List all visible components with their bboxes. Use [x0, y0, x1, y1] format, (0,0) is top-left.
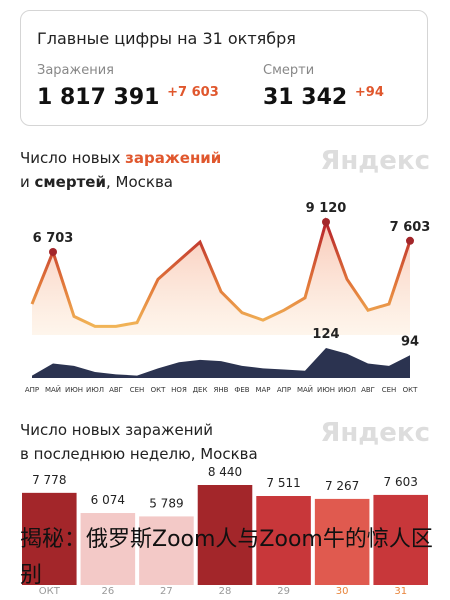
- value-label: 6 074: [91, 493, 125, 507]
- x-tick-label: 27: [160, 586, 173, 597]
- x-tick-label: ЯНВ: [214, 386, 229, 394]
- title-part: Число новых: [20, 149, 121, 167]
- value-label: 7 603: [384, 475, 418, 489]
- x-tick-label: 31: [394, 586, 407, 597]
- x-tick-label: АВГ: [361, 386, 375, 394]
- x-tick-label: ИЮЛ: [338, 386, 356, 394]
- value-label: 8 440: [208, 465, 242, 479]
- x-tick-label: АПР: [277, 386, 291, 394]
- cases-total-value: 1 817 391: [37, 85, 160, 110]
- bar: [22, 492, 77, 585]
- title-part: заражений: [125, 149, 222, 167]
- x-tick-label: ИЮН: [65, 386, 83, 394]
- x-tick-label: АВГ: [109, 386, 123, 394]
- title-part: и: [20, 173, 30, 191]
- x-tick-label: 29: [277, 586, 290, 597]
- logo: Яндекс: [320, 146, 430, 176]
- x-tick-label: МАЙ: [45, 385, 61, 394]
- area: [32, 348, 410, 378]
- value-label: 7 603: [390, 220, 431, 235]
- x-tick-label: ИЮЛ: [86, 386, 104, 394]
- x-tick-label: ДЕК: [193, 386, 208, 394]
- cases-delta: +7 603: [167, 85, 219, 100]
- title-part: смертей: [34, 173, 106, 191]
- deaths-total-value: 31 342: [263, 85, 348, 110]
- bar: [139, 516, 194, 585]
- peak-dot: [322, 218, 330, 226]
- summary-card: Главные цифры на 31 октября Заражения 1 …: [20, 10, 428, 126]
- x-tick-label: АПР: [25, 386, 39, 394]
- line: [30, 217, 412, 328]
- bar: [373, 494, 428, 585]
- value-label: 7 778: [32, 473, 66, 487]
- x-tick-label: СЕН: [130, 386, 145, 394]
- logo: Яндекс: [320, 418, 430, 448]
- peak-dot: [49, 247, 57, 256]
- overlay-caption: 揭秘：俄罗斯Zoom人与Zoom牛的惊人区别: [20, 527, 433, 588]
- card-title: Главные цифры на 31 октября: [37, 29, 296, 48]
- x-tick-label: ИЮН: [317, 386, 335, 394]
- deaths-total: 31 342 +94: [263, 85, 384, 110]
- deaths-label: Смерти: [263, 63, 315, 78]
- value-label: 94: [401, 334, 419, 349]
- chart-title: Число новых заражений и смертей, Москва: [20, 146, 221, 194]
- bar: [314, 498, 370, 585]
- cases-label: Заражения: [37, 63, 114, 78]
- x-tick-label: 28: [219, 586, 232, 597]
- value-label: 7 267: [325, 479, 359, 493]
- peak-dot: [406, 236, 414, 245]
- x-tick-label: МАЙ: [297, 385, 313, 394]
- x-tick-label: ОКТ: [39, 586, 61, 597]
- chart-title: Число новых заражений в последнюю неделю…: [20, 418, 258, 466]
- x-tick-label: СЕН: [382, 386, 397, 394]
- bar: [80, 513, 136, 585]
- x-tick-label: ОКТ: [403, 386, 418, 394]
- value-label: 6 703: [33, 231, 74, 246]
- x-tick-label: 26: [101, 586, 114, 597]
- area: [32, 222, 410, 335]
- x-tick-label: НОЯ: [171, 386, 187, 394]
- title-part: , Москва: [105, 173, 173, 191]
- bar: [197, 485, 253, 585]
- value-label: 5 789: [149, 496, 183, 510]
- cases-total: 1 817 391 +7 603: [37, 85, 219, 110]
- deaths-delta: +94: [354, 85, 384, 100]
- x-tick-label: ОКТ: [151, 386, 166, 394]
- value-label: 9 120: [306, 201, 347, 216]
- title-line: Число новых заражений: [20, 421, 214, 439]
- x-tick-label: ФЕВ: [234, 386, 249, 394]
- value-label: 7 511: [266, 476, 300, 490]
- bar: [256, 496, 311, 585]
- x-tick-label: 30: [336, 586, 349, 597]
- value-label: 124: [312, 327, 339, 342]
- x-tick-label: МАР: [255, 386, 270, 394]
- title-line: в последнюю неделю, Москва: [20, 445, 258, 463]
